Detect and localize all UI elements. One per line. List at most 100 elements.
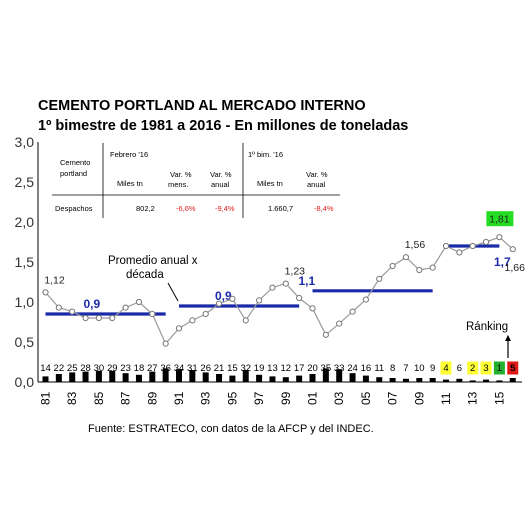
x-tick-label: 97 (252, 391, 266, 405)
table-cell-feb-miles: 802,2 (136, 204, 155, 213)
ranking-bar (135, 374, 142, 382)
table-group-bim: 1º bim. '16 (248, 150, 283, 159)
ranking-label: 29 (107, 363, 118, 374)
x-tick-label: 99 (279, 391, 293, 405)
ranking-bar (309, 374, 316, 382)
ranking-bar (95, 370, 102, 382)
series-point (469, 242, 476, 250)
y-tick-label: 1,5 (15, 254, 35, 270)
ranking-label: 17 (294, 363, 305, 374)
series-point (55, 304, 62, 311)
table-cell-feb-anual: -9,4% (215, 204, 235, 213)
ranking-bar (322, 368, 329, 382)
ranking-highlight (467, 361, 479, 375)
series-point (82, 314, 89, 322)
ranking-bar (416, 378, 423, 382)
ranking-label: 18 (134, 363, 145, 374)
series-point (402, 254, 410, 261)
decade-average-label: 0,9 (215, 289, 232, 303)
ranking-label: 14 (40, 363, 51, 374)
ranking-label: 7 (403, 363, 408, 374)
ranking-bar (376, 377, 383, 382)
chart-subtitle: 1º bimestre de 1981 a 2016 - En millones… (38, 118, 408, 134)
y-tick-label: 2,5 (15, 174, 35, 190)
ranking-label: 13 (267, 363, 278, 374)
series-point (269, 284, 276, 291)
summary-table: Cemento portland Febrero '16 1º bim. '16… (52, 143, 340, 218)
ranking-highlight (440, 361, 452, 375)
ranking-bar (216, 374, 223, 382)
x-tick-label: 85 (92, 391, 106, 405)
ranking-highlight (493, 361, 505, 375)
ranking-bar (496, 380, 503, 382)
decade-averages: 0,9 0,9 1,1 1,7 (45, 244, 511, 316)
ranking-bar (242, 370, 249, 382)
chart-title: CEMENTO PORTLAND AL MERCADO INTERNO (38, 98, 366, 114)
table-header-miles-2: Miles tn (257, 179, 283, 188)
x-tick-label: 83 (65, 391, 79, 405)
ranking-bar (296, 375, 303, 382)
x-tick-label: 01 (306, 391, 320, 405)
table-header-varmens-1: Var. % (170, 170, 192, 179)
ranking-bar (42, 376, 49, 382)
ranking-bar (456, 378, 463, 382)
ranking-bar (362, 375, 369, 382)
series-point (109, 314, 116, 322)
table-cell-feb-mens: -6,6% (176, 204, 196, 213)
ranking-bar (402, 378, 409, 382)
ranking-bars (42, 368, 516, 382)
series-point (496, 234, 503, 241)
ranking-label: 12 (281, 363, 292, 374)
ranking-bar (469, 380, 476, 382)
point-label: 1,81 (489, 214, 510, 226)
x-tick-label: 05 (359, 391, 373, 405)
series-point (256, 297, 263, 304)
ranking-bar (202, 372, 209, 382)
promedio-arrow (167, 282, 179, 302)
ranking-bar (109, 370, 116, 382)
x-tick-label: 89 (145, 391, 159, 405)
ranking-label: 36 (160, 363, 171, 374)
ranking-bar (429, 378, 436, 382)
table-cell-bim-miles: 1.660,7 (268, 204, 293, 213)
table-header-product: Cemento (60, 158, 90, 167)
peak-label-background (486, 211, 514, 227)
x-tick-label: 91 (172, 391, 186, 405)
x-tick-label: 81 (39, 391, 53, 405)
y-axis: 0,0 0,5 1,0 1,5 2,0 2,5 3,0 (15, 134, 35, 390)
point-labels: 1,12 1,23 1,56 1,81 1,66 (44, 211, 525, 286)
ranking-label: 3 (483, 363, 488, 374)
ranking-label: 34 (174, 363, 185, 374)
x-tick-label: 09 (412, 391, 426, 405)
series-point (442, 242, 450, 250)
table-cell-bim-anual: -8,4% (314, 204, 334, 213)
ranking-bar (389, 378, 396, 382)
ranking-label: 26 (200, 363, 211, 374)
ranking-bar (229, 375, 236, 382)
x-tick-label: 07 (386, 391, 400, 405)
ranking-bar (55, 374, 62, 382)
ranking-title: Ránking (466, 321, 508, 333)
table-header-varanual2-2: anual (307, 180, 326, 189)
decade-average-label: 1,1 (299, 274, 316, 288)
y-tick-label: 2,0 (15, 214, 35, 230)
table-header-product-2: portland (60, 169, 87, 178)
ranking-bar (189, 370, 196, 382)
ranking-highlight (507, 361, 519, 375)
series-point (229, 295, 236, 302)
ranking-label: 15 (227, 363, 238, 374)
ranking-label: 27 (147, 363, 158, 374)
ranking-label: 9 (430, 363, 435, 374)
ranking-label: 8 (390, 363, 395, 374)
ranking-bar (336, 369, 343, 382)
table-row-label: Despachos (55, 204, 93, 213)
series-point (149, 310, 156, 318)
ranking-label: 24 (347, 363, 358, 374)
series-point (202, 310, 209, 318)
table-header-varanual-1: Var. % (210, 170, 232, 179)
series-point (296, 294, 303, 302)
series-point (429, 264, 436, 271)
ranking-arrow-head (505, 335, 511, 341)
point-label: 1,12 (44, 274, 65, 286)
